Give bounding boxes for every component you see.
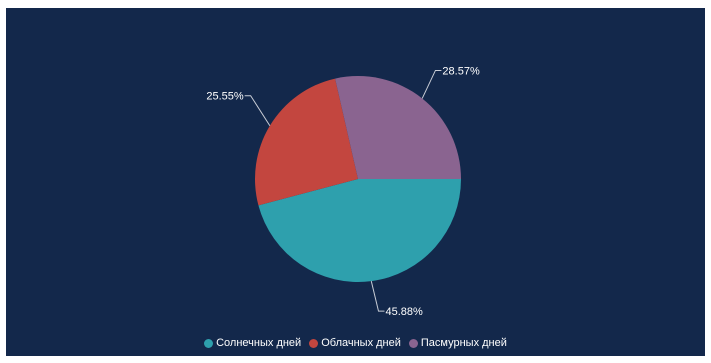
legend-label-overcast: Пасмурных дней: [420, 337, 507, 349]
data-label-cloudy: 25.55%: [206, 91, 244, 103]
pie-chart: 45.88% 25.55% 28.57%: [206, 65, 480, 318]
legend-label-cloudy: Облачных дней: [321, 337, 401, 349]
pie-slice-cloudy[interactable]: [255, 78, 358, 206]
legend-swatch-cloudy: [309, 338, 319, 348]
pie-slice-overcast[interactable]: [335, 76, 461, 179]
legend-item-cloudy[interactable]: Облачных дней: [309, 337, 401, 349]
legend: Солнечных дней Облачных дней Пасмурных д…: [6, 337, 705, 349]
leader-line-cloudy: [244, 95, 271, 126]
legend-item-sunny[interactable]: Солнечных дней: [204, 337, 301, 349]
leader-line-overcast: [421, 69, 442, 99]
pie-slice-sunny[interactable]: [258, 179, 461, 282]
data-label-overcast: 28.57%: [442, 65, 480, 77]
leader-line-sunny: [370, 281, 385, 312]
chart-panel: 45.88% 25.55% 28.57% Солнечных дней Облачн…: [6, 8, 705, 356]
data-label-sunny: 45.88%: [385, 306, 423, 318]
legend-label-sunny: Солнечных дней: [216, 337, 302, 349]
legend-swatch-sunny: [204, 338, 214, 348]
legend-item-overcast[interactable]: Пасмурных дней: [408, 337, 507, 349]
legend-swatch-overcast: [408, 338, 418, 348]
